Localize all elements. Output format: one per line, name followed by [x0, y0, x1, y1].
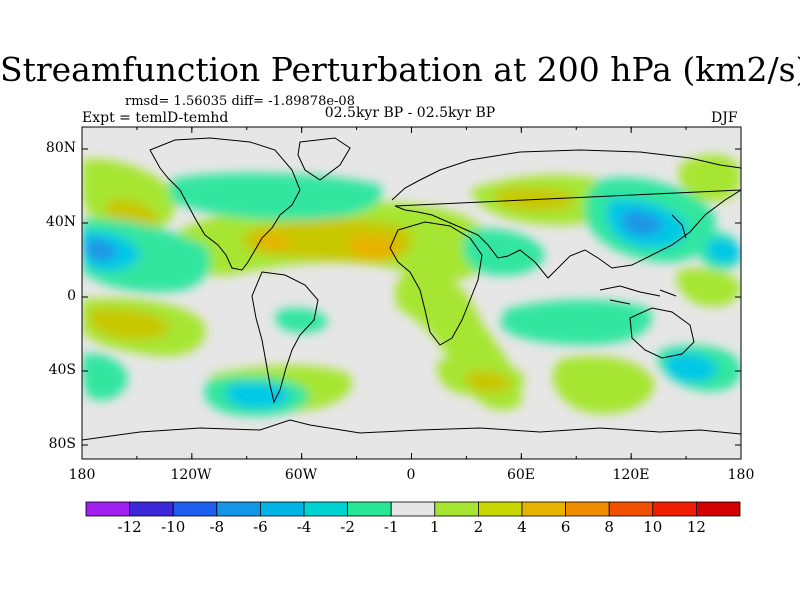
colorbar-swatch [172, 501, 218, 517]
colorbar-swatch [565, 501, 610, 517]
colorbar-swatch [434, 501, 479, 517]
colorbar-swatch [216, 501, 261, 517]
stats-text: rmsd= 1.56035 diff= -1.89878e-08 [125, 94, 355, 109]
contour-positive-band [678, 154, 741, 202]
colorbar-swatch [259, 501, 305, 517]
contour-positive-peak [347, 235, 400, 260]
lat-label: 40S [48, 362, 76, 378]
colorbar-label: 12 [686, 518, 706, 536]
coastline-maritime-continent [599, 285, 677, 305]
colorbar-label: 2 [473, 518, 484, 536]
colorbar-swatch [347, 501, 392, 517]
coastline-south-america [251, 271, 319, 404]
experiment-label: Expt = temlD-temhd [82, 110, 229, 126]
lon-label: 60W [284, 467, 318, 483]
contour-negative-core [706, 238, 741, 264]
coastline-north-america [149, 137, 301, 271]
colorbar-swatch [390, 501, 436, 517]
colorbar-swatch [696, 501, 741, 517]
contour-negative-core [665, 353, 718, 383]
lon-label: 180 [68, 467, 96, 483]
colorbar-label: -12 [117, 518, 142, 536]
contour-positive-band [676, 268, 741, 307]
colorbar-label: 1 [430, 518, 440, 536]
coastline-japan [671, 214, 687, 239]
colorbar-label: 8 [604, 518, 614, 536]
coastline-greenland [297, 137, 351, 181]
colorbar-swatch [303, 501, 348, 517]
coastline-europe-asia [391, 149, 741, 279]
colorbar-label: -4 [296, 518, 312, 536]
lon-label: 0 [406, 467, 416, 483]
lon-label: 180 [727, 467, 755, 483]
colorbar-label: -10 [161, 518, 186, 536]
lat-label: 0 [67, 288, 76, 304]
contour-negative-peak [85, 239, 117, 261]
axis-ticks [81, 127, 742, 459]
chart-title: Streamfunction Perturbation at 200 hPa (… [0, 50, 800, 89]
colorbar-swatch [521, 501, 566, 517]
coastline-australia [629, 307, 695, 359]
colorbar-swatch [652, 501, 697, 517]
contour-positive-band [552, 356, 655, 414]
lon-label: 60E [506, 467, 536, 483]
contour-negative-peak [621, 210, 663, 236]
contour-positive-core [88, 308, 170, 341]
contour-negative-band [500, 299, 652, 345]
lon-label: 120E [612, 467, 650, 483]
coastlines [82, 137, 741, 441]
colorbar-label: -8 [209, 518, 225, 536]
contour-negative-band [170, 173, 382, 221]
colorbar-label: 10 [643, 518, 663, 536]
colorbar-swatch [608, 501, 654, 517]
season-label: DJF [711, 110, 738, 126]
period-label: 02.5kyr BP - 02.5kyr BP [324, 105, 496, 121]
lat-label: 40N [45, 214, 76, 230]
lat-label: 80S [48, 436, 76, 452]
contour-field [82, 137, 741, 441]
lon-label: 120W [170, 467, 212, 483]
colorbar-label: 4 [517, 518, 527, 536]
colorbar-swatch [129, 501, 174, 517]
lat-label: 80N [45, 140, 76, 156]
colorbar-label: -2 [340, 518, 355, 536]
contour-negative-band [82, 353, 128, 401]
colorbar-swatch [85, 501, 130, 517]
colorbar-label: -6 [253, 518, 268, 536]
contour-positive-peak [254, 232, 292, 251]
colorbar-label: 6 [560, 518, 571, 536]
contour-positive-core [465, 370, 512, 394]
colorbar-swatch [477, 501, 523, 517]
coastline-africa [389, 221, 483, 346]
coastline-antarctica [82, 419, 741, 441]
colorbar-label: -1 [383, 518, 399, 536]
